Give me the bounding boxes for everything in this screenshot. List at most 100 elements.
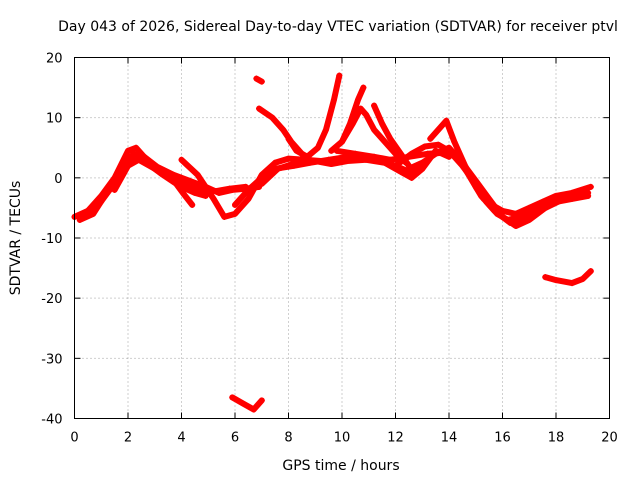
- data-point: [339, 138, 345, 145]
- series-track-r: [405, 144, 592, 226]
- data-point: [553, 192, 559, 199]
- data-point: [569, 195, 576, 202]
- data-point: [293, 147, 300, 154]
- data-point: [336, 72, 343, 79]
- data-point: [435, 141, 442, 148]
- data-point: [587, 268, 594, 275]
- series-line: [229, 394, 265, 413]
- data-point: [333, 147, 340, 154]
- data-point: [478, 192, 485, 199]
- data-point: [314, 144, 321, 151]
- data-point: [258, 397, 265, 404]
- data-point: [379, 120, 386, 127]
- y-tick-label: 20: [46, 52, 63, 67]
- data-point: [125, 162, 131, 169]
- data-point: [381, 138, 388, 145]
- y-tick-label: -10: [41, 232, 62, 247]
- x-tick-label: 6: [231, 431, 239, 446]
- data-point: [258, 78, 265, 85]
- data-point: [111, 186, 118, 193]
- data-point: [202, 192, 209, 199]
- data-point: [194, 171, 201, 178]
- data-point: [443, 117, 450, 124]
- data-point: [258, 180, 265, 187]
- data-point: [360, 84, 367, 91]
- data-point: [186, 177, 193, 184]
- data-point: [512, 210, 519, 217]
- data-point: [170, 171, 177, 178]
- y-tick-label: 0: [54, 172, 62, 187]
- data-point: [245, 195, 252, 202]
- data-point: [536, 207, 543, 214]
- data-point: [269, 114, 276, 121]
- data-point: [408, 150, 415, 157]
- data-point: [272, 159, 279, 166]
- data-point: [95, 201, 102, 208]
- x-tick-label: 4: [177, 431, 185, 446]
- series-track-s: [542, 268, 594, 287]
- series-track-i: [253, 75, 265, 85]
- data-point: [221, 213, 228, 220]
- data-point: [330, 96, 337, 103]
- data-point: [539, 198, 546, 205]
- data-point: [304, 153, 311, 160]
- data-point: [371, 126, 378, 133]
- data-point: [553, 198, 559, 205]
- data-point: [232, 201, 238, 208]
- x-tick-label: 0: [70, 431, 78, 446]
- data-point: [232, 210, 238, 217]
- data-point: [280, 126, 287, 133]
- data-point: [181, 191, 188, 198]
- data-point: [312, 157, 319, 164]
- data-point: [579, 275, 586, 282]
- x-tick-label: 18: [548, 431, 565, 446]
- data-point: [256, 105, 263, 112]
- data-point: [421, 143, 428, 150]
- x-axis-label: GPS time / hours: [282, 458, 399, 474]
- x-tick-label: 14: [441, 431, 458, 446]
- data-point: [357, 105, 364, 112]
- data-point: [253, 75, 260, 82]
- data-point: [520, 216, 527, 223]
- data-point: [371, 153, 378, 160]
- data-point: [90, 210, 97, 217]
- data-point: [419, 165, 426, 172]
- data-point: [432, 150, 439, 157]
- data-point: [285, 155, 292, 162]
- data-point: [135, 156, 142, 163]
- data-point: [542, 274, 549, 281]
- data-point: [526, 204, 533, 211]
- data-point: [178, 183, 185, 190]
- data-point: [240, 400, 247, 407]
- x-tick-label: 20: [601, 431, 618, 446]
- axis-ticks: 0 2 4 6 8 10 12 14 16 18 20 -40 -30 -20 -10 0 10 20: [41, 52, 618, 446]
- data-point: [165, 174, 172, 181]
- data-point: [328, 147, 335, 154]
- x-tick-label: 12: [387, 431, 404, 446]
- series-layer: [71, 72, 594, 413]
- series-track-g: [258, 147, 452, 187]
- data-point: [76, 216, 83, 223]
- data-point: [293, 159, 300, 166]
- y-axis-label: SDTVAR / TECUs: [8, 181, 24, 296]
- data-point: [125, 147, 131, 154]
- data-point: [451, 138, 458, 145]
- data-point: [189, 201, 196, 208]
- x-tick-label: 10: [334, 431, 351, 446]
- y-tick-label: -20: [41, 292, 62, 307]
- data-point: [285, 135, 292, 142]
- data-point: [245, 186, 252, 193]
- data-point: [349, 120, 356, 127]
- data-point: [363, 111, 370, 118]
- data-point: [352, 150, 359, 157]
- x-tick-label: 2: [124, 431, 132, 446]
- data-point: [408, 174, 415, 181]
- data-point: [133, 144, 140, 151]
- series-track-d: [111, 156, 209, 199]
- data-point: [507, 219, 514, 226]
- series-track-j: [285, 72, 343, 160]
- y-tick-label: 10: [46, 112, 63, 127]
- series-line: [542, 268, 594, 287]
- data-point: [491, 207, 498, 214]
